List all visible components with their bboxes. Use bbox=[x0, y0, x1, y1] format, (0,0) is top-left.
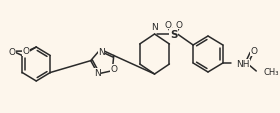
Text: O: O bbox=[251, 47, 258, 56]
Text: O: O bbox=[176, 20, 183, 29]
Text: N: N bbox=[98, 47, 105, 56]
Text: O: O bbox=[8, 48, 15, 56]
Text: S: S bbox=[170, 30, 178, 40]
Text: N: N bbox=[94, 69, 101, 78]
Text: N: N bbox=[151, 23, 158, 32]
Text: O: O bbox=[164, 20, 171, 29]
Text: O: O bbox=[22, 47, 29, 56]
Text: NH: NH bbox=[236, 60, 250, 69]
Text: O: O bbox=[111, 65, 118, 74]
Text: CH₃: CH₃ bbox=[264, 68, 279, 77]
